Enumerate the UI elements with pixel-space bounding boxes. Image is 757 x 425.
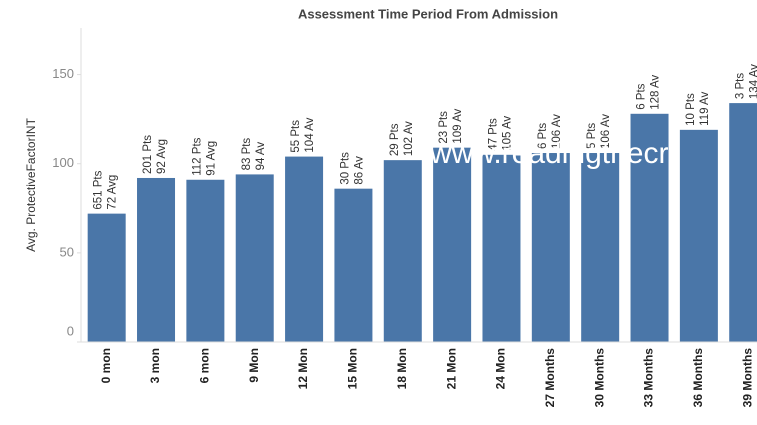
value-label: 106 Av <box>551 114 563 149</box>
plot-area: 0 50 100 150 651 Pts 72 Avg 0 mon 201 Pts 92 Avg… <box>52 64 757 407</box>
value-label: 94 Av <box>255 142 267 171</box>
x-tick-label: 36 Months <box>691 348 705 408</box>
y-tick-label: 0 <box>67 323 74 338</box>
value-label: 86 Av <box>353 156 365 185</box>
bar <box>433 147 472 342</box>
bar <box>186 179 225 342</box>
value-label: 128 Av <box>650 75 662 110</box>
bar <box>531 153 570 342</box>
x-tick-label: 6 mon <box>198 348 212 383</box>
points-label: 30 Pts <box>339 152 351 185</box>
chart-title: Assessment Time Period From Admission <box>298 6 558 21</box>
points-label: 112 Pts <box>191 137 203 175</box>
bar <box>87 213 126 342</box>
value-label: 105 Av <box>502 116 514 151</box>
points-label: 55 Pts <box>290 120 302 153</box>
value-label: 104 Av <box>304 117 316 152</box>
points-label: 29 Pts <box>389 123 401 156</box>
points-label: 3 Pts <box>734 73 746 99</box>
points-label: 83 Pts <box>241 138 253 171</box>
value-label: 91 Avg <box>205 141 217 176</box>
x-tick-label: 12 Mon <box>296 348 310 389</box>
x-tick-label: 33 Months <box>642 348 656 408</box>
bar <box>482 154 521 342</box>
x-tick-label: 9 Mon <box>247 348 261 383</box>
x-tick-label: 18 Mon <box>395 348 409 389</box>
bar <box>679 129 718 342</box>
value-label: 134 Av <box>748 64 757 99</box>
points-label: 10 Pts <box>685 93 697 126</box>
bar <box>581 153 620 342</box>
points-label: 6 Pts <box>537 123 549 149</box>
x-tick-label: 27 Months <box>543 348 557 408</box>
points-label: 651 Pts <box>93 170 105 209</box>
points-label: 5 Pts <box>586 123 598 149</box>
bar <box>334 188 373 342</box>
points-label: 23 Pts <box>438 111 450 144</box>
value-label: 92 Avg <box>156 139 168 174</box>
bar <box>235 174 274 342</box>
value-label: 72 Avg <box>107 175 119 210</box>
watermark: www.readingthecri <box>429 137 675 170</box>
y-tick-label: 100 <box>52 155 74 170</box>
bar <box>383 160 422 342</box>
x-tick-label: 30 Months <box>592 348 606 408</box>
x-tick-label: 0 mon <box>99 348 113 383</box>
points-label: 6 Pts <box>636 83 648 109</box>
points-label: 47 Pts <box>488 118 500 151</box>
x-tick-label: 39 Months <box>740 348 754 408</box>
x-tick-label: 15 Mon <box>346 348 360 389</box>
value-label: 106 Av <box>600 114 612 149</box>
points-label: 201 Pts <box>142 135 154 174</box>
y-tick-label: 150 <box>52 66 74 81</box>
bar <box>729 103 757 343</box>
value-label: 109 Av <box>452 108 464 143</box>
value-label: 102 Av <box>403 121 415 156</box>
y-tick-label: 50 <box>60 244 74 259</box>
bar <box>137 177 176 342</box>
y-axis-label: Avg. ProtectiveFactorINT <box>24 117 38 251</box>
x-tick-label: 24 Mon <box>494 348 508 389</box>
x-tick-label: 21 Mon <box>444 348 458 389</box>
bar <box>285 156 324 342</box>
value-label: 119 Av <box>699 91 711 125</box>
x-tick-label: 3 mon <box>148 348 162 383</box>
bar <box>630 113 669 343</box>
